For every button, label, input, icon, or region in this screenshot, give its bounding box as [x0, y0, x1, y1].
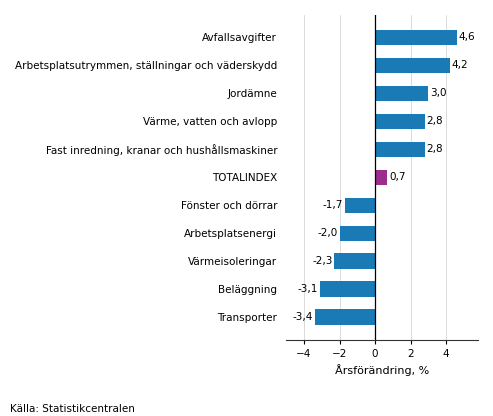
Bar	[334, 253, 375, 269]
Bar	[375, 86, 428, 101]
Text: Källa: Statistikcentralen: Källa: Statistikcentralen	[10, 404, 135, 414]
Bar	[315, 310, 375, 325]
Text: -2,0: -2,0	[317, 228, 338, 238]
Text: 2,8: 2,8	[426, 144, 443, 154]
Bar	[320, 282, 375, 297]
Bar	[340, 225, 375, 241]
Bar	[375, 114, 425, 129]
Text: 2,8: 2,8	[426, 116, 443, 126]
Bar	[375, 170, 387, 185]
Text: 4,6: 4,6	[458, 32, 475, 42]
Text: 0,7: 0,7	[389, 172, 406, 182]
Text: 3,0: 3,0	[430, 88, 447, 98]
Bar	[375, 141, 425, 157]
Bar	[375, 58, 450, 73]
Text: -1,7: -1,7	[323, 200, 343, 210]
Bar	[375, 30, 457, 45]
X-axis label: Årsförändring, %: Årsförändring, %	[335, 364, 429, 376]
Text: -3,4: -3,4	[292, 312, 313, 322]
Text: 4,2: 4,2	[452, 60, 468, 70]
Text: -2,3: -2,3	[312, 256, 332, 266]
Text: -3,1: -3,1	[298, 284, 318, 294]
Bar	[345, 198, 375, 213]
